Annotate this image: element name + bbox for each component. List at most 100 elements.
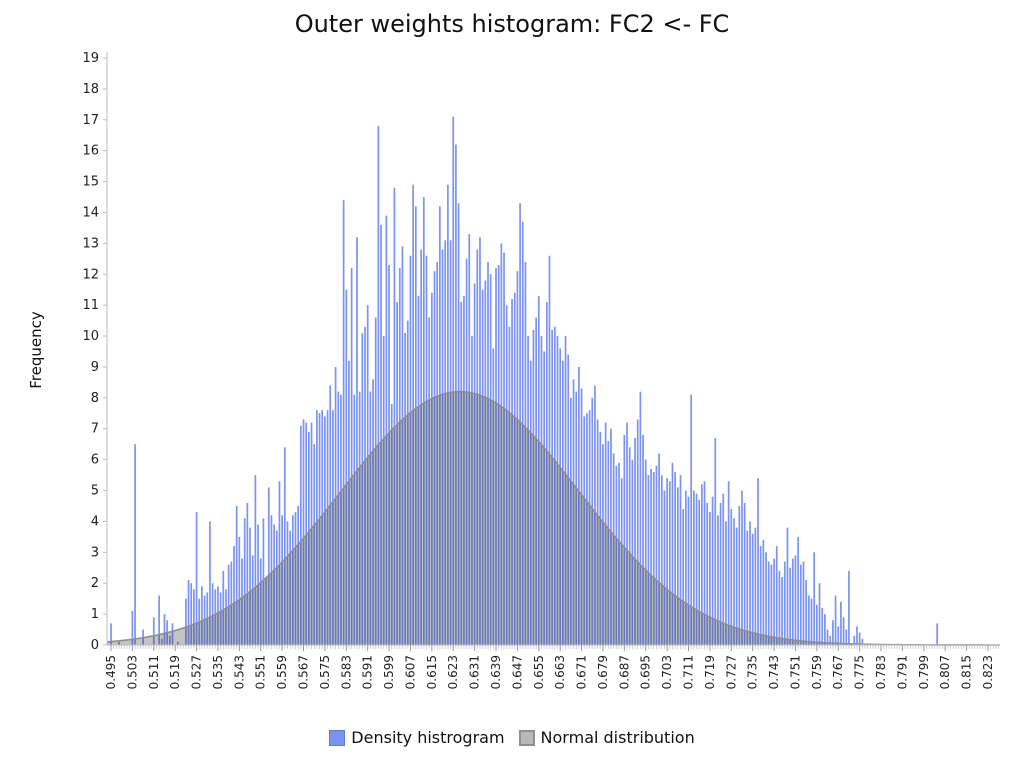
histogram-bar	[463, 295, 465, 645]
x-tick-label: 0.527	[190, 655, 204, 689]
histogram-bar	[551, 329, 554, 645]
y-tick-label: 10	[82, 329, 99, 344]
legend-label-histogram: Density histrogram	[351, 728, 505, 747]
histogram-bar	[610, 428, 612, 645]
histogram-bar	[428, 317, 431, 645]
histogram-bar	[695, 493, 698, 645]
histogram-bar	[479, 237, 481, 645]
histogram-bar	[655, 465, 658, 645]
y-tick-label: 11	[82, 298, 99, 313]
histogram-bar	[377, 125, 380, 646]
y-tick-label: 13	[82, 236, 99, 251]
histogram-bar	[321, 410, 324, 645]
histogram-bar	[762, 539, 765, 645]
histogram-bar	[583, 416, 586, 645]
histogram-bar	[759, 546, 762, 645]
histogram-bar	[449, 240, 452, 645]
x-tick-label: 0.511	[147, 655, 161, 689]
histogram-bar	[131, 611, 134, 645]
histogram-bar	[719, 502, 722, 645]
histogram-bar	[690, 394, 693, 645]
histogram-bar	[401, 246, 404, 645]
histogram-bar	[187, 580, 190, 645]
histogram-bar	[679, 475, 682, 645]
histogram-bar	[476, 249, 479, 646]
histogram-bar	[430, 292, 433, 645]
y-tick-label: 1	[91, 607, 99, 622]
y-tick-label: 7	[91, 422, 99, 437]
y-tick-label: 17	[82, 113, 99, 128]
histogram-bar	[751, 533, 754, 645]
histogram-bar	[532, 329, 535, 645]
histogram-bar	[813, 552, 816, 645]
x-tick-label: 0.503	[125, 655, 139, 689]
histogram-bar	[639, 391, 642, 645]
histogram-bar	[711, 496, 714, 645]
histogram-bar	[735, 527, 738, 645]
histogram-bar	[567, 354, 570, 645]
histogram-bar	[361, 332, 364, 645]
histogram-bar	[243, 518, 246, 645]
y-tick-label: 16	[82, 144, 99, 159]
histogram-bar	[262, 518, 265, 645]
histogram-bar	[350, 268, 353, 645]
histogram-bar	[676, 487, 679, 645]
histogram-bar	[572, 379, 575, 645]
y-tick-label: 5	[91, 484, 99, 499]
histogram-bar	[687, 496, 690, 645]
histogram-bar	[591, 397, 594, 645]
histogram-bar	[385, 215, 388, 645]
histogram-bar	[607, 441, 610, 645]
legend-item-normal[interactable]: Normal distribution	[518, 728, 695, 747]
histogram-bar	[703, 481, 706, 645]
histogram-bar	[519, 203, 521, 645]
legend-item-histogram[interactable]: Density histrogram	[329, 728, 505, 747]
histogram-bar	[738, 505, 741, 645]
histogram-bar	[834, 595, 837, 645]
histogram-bar	[275, 530, 278, 645]
x-tick-label: 0.575	[318, 655, 332, 689]
y-tick-label: 2	[91, 576, 99, 591]
histogram-bar	[366, 305, 369, 645]
histogram-bar	[829, 635, 832, 645]
histogram-bar	[249, 527, 251, 645]
histogram-bar	[511, 298, 513, 645]
histogram-bars	[110, 116, 939, 646]
histogram-bar	[281, 515, 283, 645]
histogram-bar	[620, 478, 623, 645]
x-tick-label: 0.543	[232, 655, 246, 689]
histogram-bar	[778, 570, 781, 645]
histogram-bar	[278, 481, 281, 645]
histogram-bar	[936, 623, 939, 645]
histogram-bar	[310, 422, 313, 645]
histogram-bar	[219, 592, 222, 645]
histogram-bar	[652, 471, 655, 645]
histogram-bar	[757, 478, 759, 645]
y-tick-label: 4	[91, 514, 99, 529]
histogram-bar	[647, 475, 650, 645]
histogram-bar	[473, 283, 476, 645]
x-tick-label: 0.591	[361, 655, 375, 689]
histogram-bar	[168, 635, 171, 645]
histogram-bar	[380, 224, 382, 645]
histogram-bar	[853, 635, 856, 645]
histogram-bar	[845, 629, 848, 645]
histogram-bar	[492, 348, 495, 645]
x-tick-label: 0.551	[254, 655, 268, 689]
histogram-bar	[671, 462, 674, 645]
histogram-bar	[562, 360, 564, 645]
histogram-bar	[615, 465, 618, 645]
histogram-bar	[743, 502, 746, 645]
histogram-bar	[246, 502, 249, 645]
histogram-bar	[283, 447, 286, 645]
x-tick-label: 0.495	[104, 655, 118, 689]
histogram-bar	[420, 249, 423, 646]
histogram-bar	[794, 555, 797, 645]
histogram-bar	[332, 410, 334, 645]
histogram-bar	[329, 385, 332, 645]
histogram-bar	[372, 379, 374, 645]
x-tick-label: 0.695	[639, 655, 653, 689]
histogram-bar	[134, 444, 136, 645]
histogram-bar	[741, 490, 743, 645]
histogram-bar	[455, 144, 457, 645]
